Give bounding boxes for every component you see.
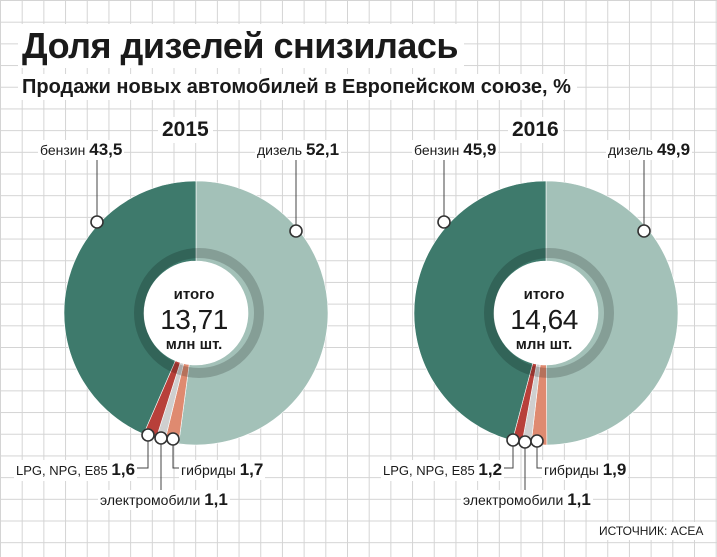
marker-dot-diesel-2015: [289, 224, 303, 238]
inner-ring-2015: [134, 248, 264, 378]
label-diesel-2016: дизель 49,9: [606, 140, 693, 160]
total-2016: итого 14,64 млн шт.: [494, 286, 594, 354]
marker-dot-electric-2015: [154, 431, 168, 445]
marker-dot-lpg-2015: [141, 428, 155, 442]
marker-dot-petrol-2016: [437, 215, 451, 229]
source-note: ИСТОЧНИК: ACEA: [596, 522, 707, 540]
total-value-2015: 13,71: [160, 304, 228, 335]
donut-hole-2016: [494, 261, 598, 365]
marker-dot-hybrid-2016: [530, 434, 544, 448]
marker-dot-hybrid-2015: [166, 432, 180, 446]
total-label-2016: итого: [523, 286, 565, 303]
label-petrol-2016: бензин 45,9: [412, 140, 499, 160]
marker-dot-electric-2016: [518, 435, 532, 449]
marker-dot-lpg-2016: [506, 433, 520, 447]
chart-subtitle: Продажи новых автомобилей в Европейском …: [18, 74, 577, 100]
donut-hole-2015: [144, 261, 248, 365]
leader-line-hybrid-2016: [536, 441, 544, 469]
marker-dot-petrol-2015: [90, 215, 104, 229]
label-electric-2016: электромобили 1,1: [461, 490, 593, 510]
label-petrol-2015: бензин 43,5: [38, 140, 125, 160]
marker-dot-diesel-2016: [637, 224, 651, 238]
total-2015: итого 13,71 млн шт.: [144, 286, 244, 354]
total-label-2015: итого: [173, 286, 215, 303]
label-lpg-2015: LPG, NPG, E85 1,6: [14, 460, 138, 481]
leader-line-hybrid-2015: [172, 439, 181, 469]
inner-ring-2016: [484, 248, 614, 378]
label-electric-2015: электромобили 1,1: [98, 490, 230, 510]
label-diesel-2015: дизель 52,1: [255, 140, 342, 160]
total-unit-2015: млн шт.: [165, 336, 223, 353]
total-value-2016: 14,64: [510, 304, 578, 335]
year-label-2015: 2015: [158, 117, 213, 143]
year-label-2016: 2016: [508, 117, 563, 143]
label-hybrid-2016: гибриды 1,9: [542, 460, 629, 480]
label-lpg-2016: LPG, NPG, E85 1,2: [381, 460, 505, 481]
total-unit-2016: млн шт.: [515, 336, 573, 353]
chart-title: Доля дизелей снизилась: [18, 24, 464, 68]
label-hybrid-2015: гибриды 1,7: [179, 460, 266, 480]
